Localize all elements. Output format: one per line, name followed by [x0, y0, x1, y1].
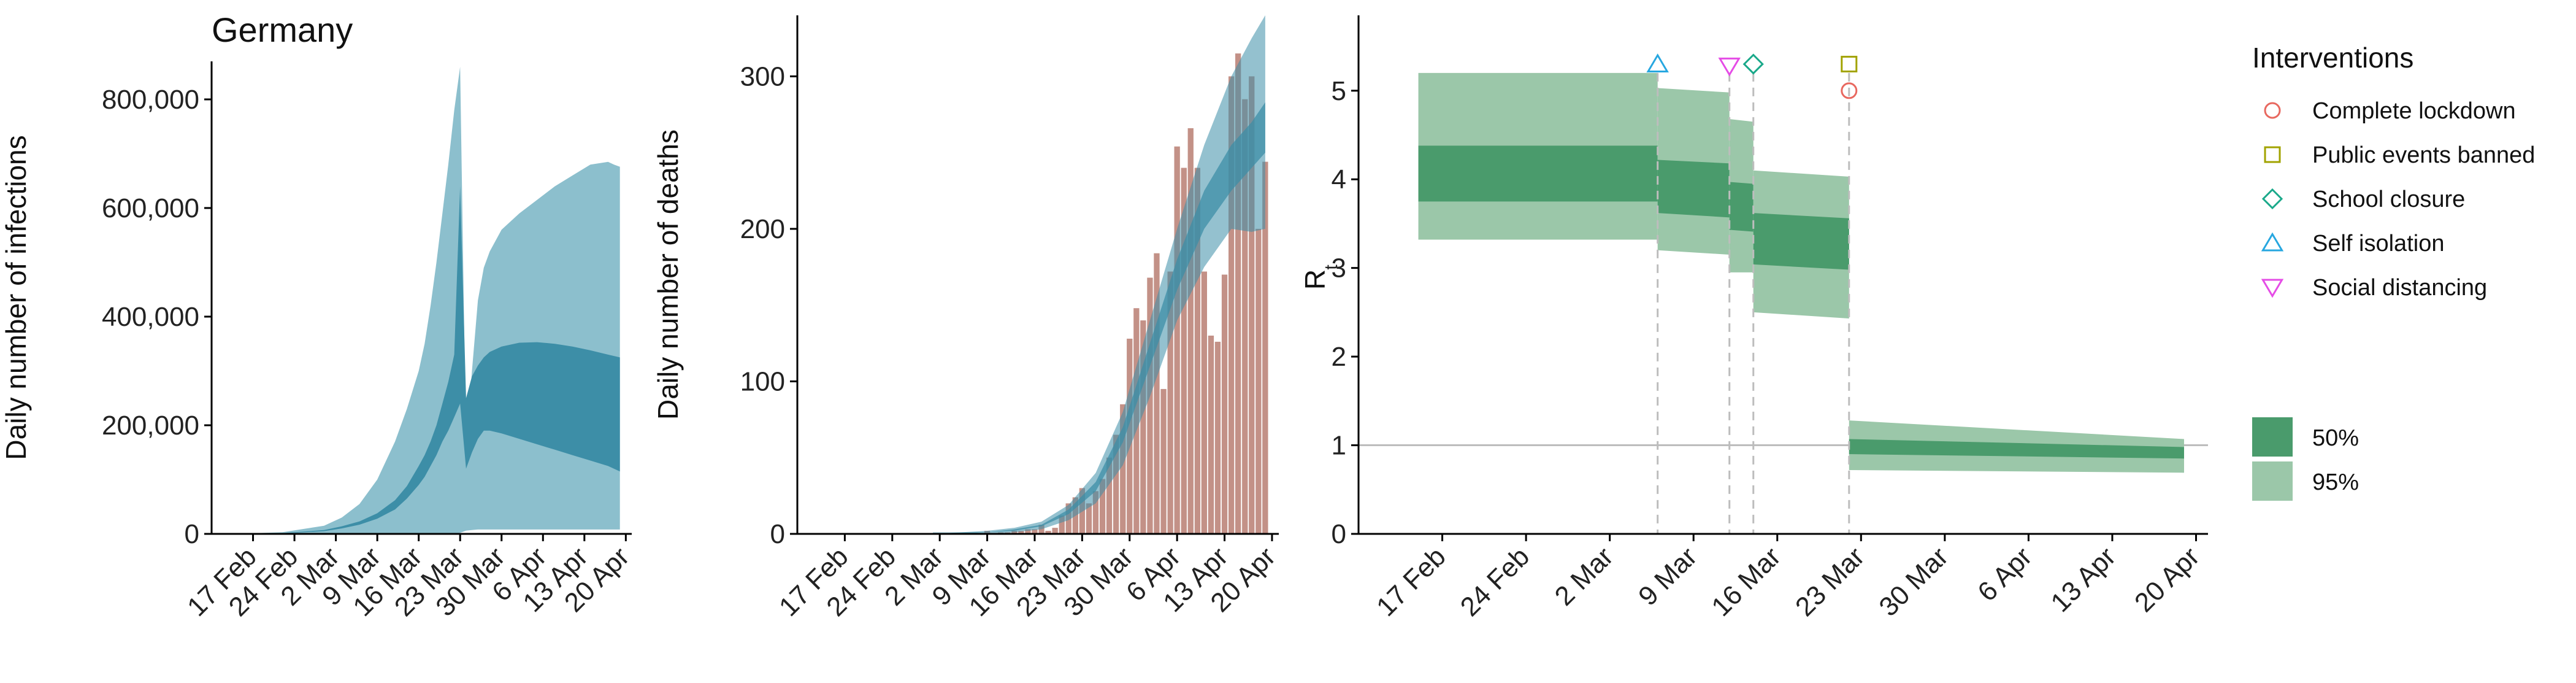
x-tick-label: 24 Feb: [1455, 541, 1536, 622]
death-bar: [1235, 53, 1241, 534]
figure-title: Germany: [212, 10, 353, 49]
x-tick-label: 23 Mar: [1790, 541, 1870, 622]
death-bar: [1174, 146, 1180, 534]
y-tick-label: 0: [770, 519, 785, 549]
y-tick-label: 800,000: [102, 85, 199, 115]
death-bar: [1038, 525, 1045, 534]
death-bar: [1154, 253, 1160, 534]
infection-band-50: [282, 186, 620, 534]
legend-band-label: 95%: [2312, 469, 2359, 495]
death-bar: [1045, 531, 1051, 534]
rt-band-50: [1657, 160, 1730, 218]
death-bar: [1214, 341, 1221, 534]
y-tick-label: 1: [1332, 431, 1346, 461]
y-axis-label-subscript: t: [1321, 264, 1341, 270]
death-bar: [1025, 529, 1031, 534]
x-tick-label: 30 Mar: [1873, 541, 1953, 622]
x-tick-label: 13 Apr: [2045, 541, 2122, 618]
death-bar: [1092, 491, 1099, 534]
y-tick-label: 400,000: [102, 302, 199, 332]
intervention-marker: [1718, 57, 1741, 77]
y-tick-label: 200,000: [102, 411, 199, 441]
death-bar: [1140, 320, 1146, 534]
y-axis-label: Daily number of infections: [0, 135, 32, 460]
x-tick-label: 9 Mar: [1633, 541, 1703, 611]
intervention-marker: [1841, 82, 1858, 99]
death-bar: [1011, 531, 1018, 534]
y-tick-label: 3: [1332, 253, 1346, 284]
death-bar: [1187, 128, 1194, 534]
death-band-95: [933, 15, 1265, 534]
intervention-marker: [1742, 53, 1764, 75]
legend-band-swatch: [2252, 461, 2293, 501]
death-bar: [1221, 274, 1228, 534]
y-tick-label: 600,000: [102, 193, 199, 223]
rt-band-50: [1849, 439, 2184, 459]
x-tick-label: 6 Apr: [1972, 541, 2037, 607]
death-bar: [1249, 76, 1255, 534]
y-tick-label: 200: [740, 214, 785, 244]
x-tick-label: 2 Mar: [1549, 541, 1619, 611]
x-tick-label: 16 Mar: [1706, 541, 1786, 622]
death-bar: [1032, 529, 1038, 534]
death-bar: [1194, 168, 1200, 534]
x-tick-label: 17 Feb: [1371, 541, 1452, 622]
y-tick-label: 2: [1332, 342, 1346, 372]
death-bar: [1160, 388, 1167, 534]
y-tick-label: 300: [740, 61, 785, 91]
legend-item-label: Social distancing: [2312, 275, 2487, 301]
rt-band-50: [1729, 182, 1754, 232]
legend-item-label: Self isolation: [2312, 231, 2444, 257]
legend-item-label: School closure: [2312, 187, 2465, 212]
rt-band-50: [1753, 213, 1849, 270]
death-bar: [1242, 99, 1248, 534]
rt-band-50: [1418, 145, 1658, 202]
legend-title: Interventions: [2252, 42, 2413, 74]
rt-panel: 0 1 2 3 4 5 17 Feb 24 Feb 2 Mar 9 Mar 16 Mar 23 Mar…: [1299, 15, 2208, 622]
death-bar: [1018, 531, 1024, 534]
y-tick-label: 0: [185, 519, 199, 549]
death-band-50: [933, 102, 1265, 534]
x-tick-label: 20 Apr: [2129, 541, 2206, 618]
legend-marker: [2261, 232, 2284, 252]
y-tick-label: 5: [1332, 76, 1346, 106]
death-bar: [1086, 503, 1092, 534]
death-bar: [1099, 479, 1106, 534]
y-axis-label: R: [1299, 269, 1331, 290]
death-bar: [1052, 528, 1058, 534]
death-bar: [1262, 161, 1268, 534]
y-tick-label: 0: [1332, 519, 1346, 549]
death-bar: [1181, 168, 1187, 534]
death-bar: [1147, 277, 1153, 534]
y-axis-label: Daily number of deaths: [652, 129, 684, 420]
death-bar: [1113, 434, 1119, 534]
intervention-marker: [1841, 55, 1858, 72]
death-bar: [1255, 228, 1262, 534]
legend: Interventions Complete lockdown Public eve…: [2252, 42, 2535, 501]
death-bar: [1059, 515, 1065, 534]
y-tick-label: 4: [1332, 164, 1346, 195]
legend-item-label: Public events banned: [2312, 142, 2535, 168]
legend-marker: [2261, 188, 2283, 210]
y-tick-label: 100: [740, 366, 785, 396]
death-bar: [1120, 404, 1126, 534]
intervention-marker: [1646, 53, 1669, 72]
death-bar: [1167, 271, 1173, 534]
legend-band-swatch: [2252, 417, 2293, 457]
legend-item-label: Complete lockdown: [2312, 98, 2516, 124]
legend-marker: [2264, 102, 2281, 119]
death-bar: [1201, 271, 1207, 534]
death-bar: [1106, 457, 1113, 534]
death-bar: [1229, 76, 1235, 534]
death-bar: [1208, 335, 1214, 534]
legend-band-label: 50%: [2312, 425, 2359, 451]
legend-marker: [2264, 146, 2281, 163]
legend-marker: [2261, 279, 2284, 298]
